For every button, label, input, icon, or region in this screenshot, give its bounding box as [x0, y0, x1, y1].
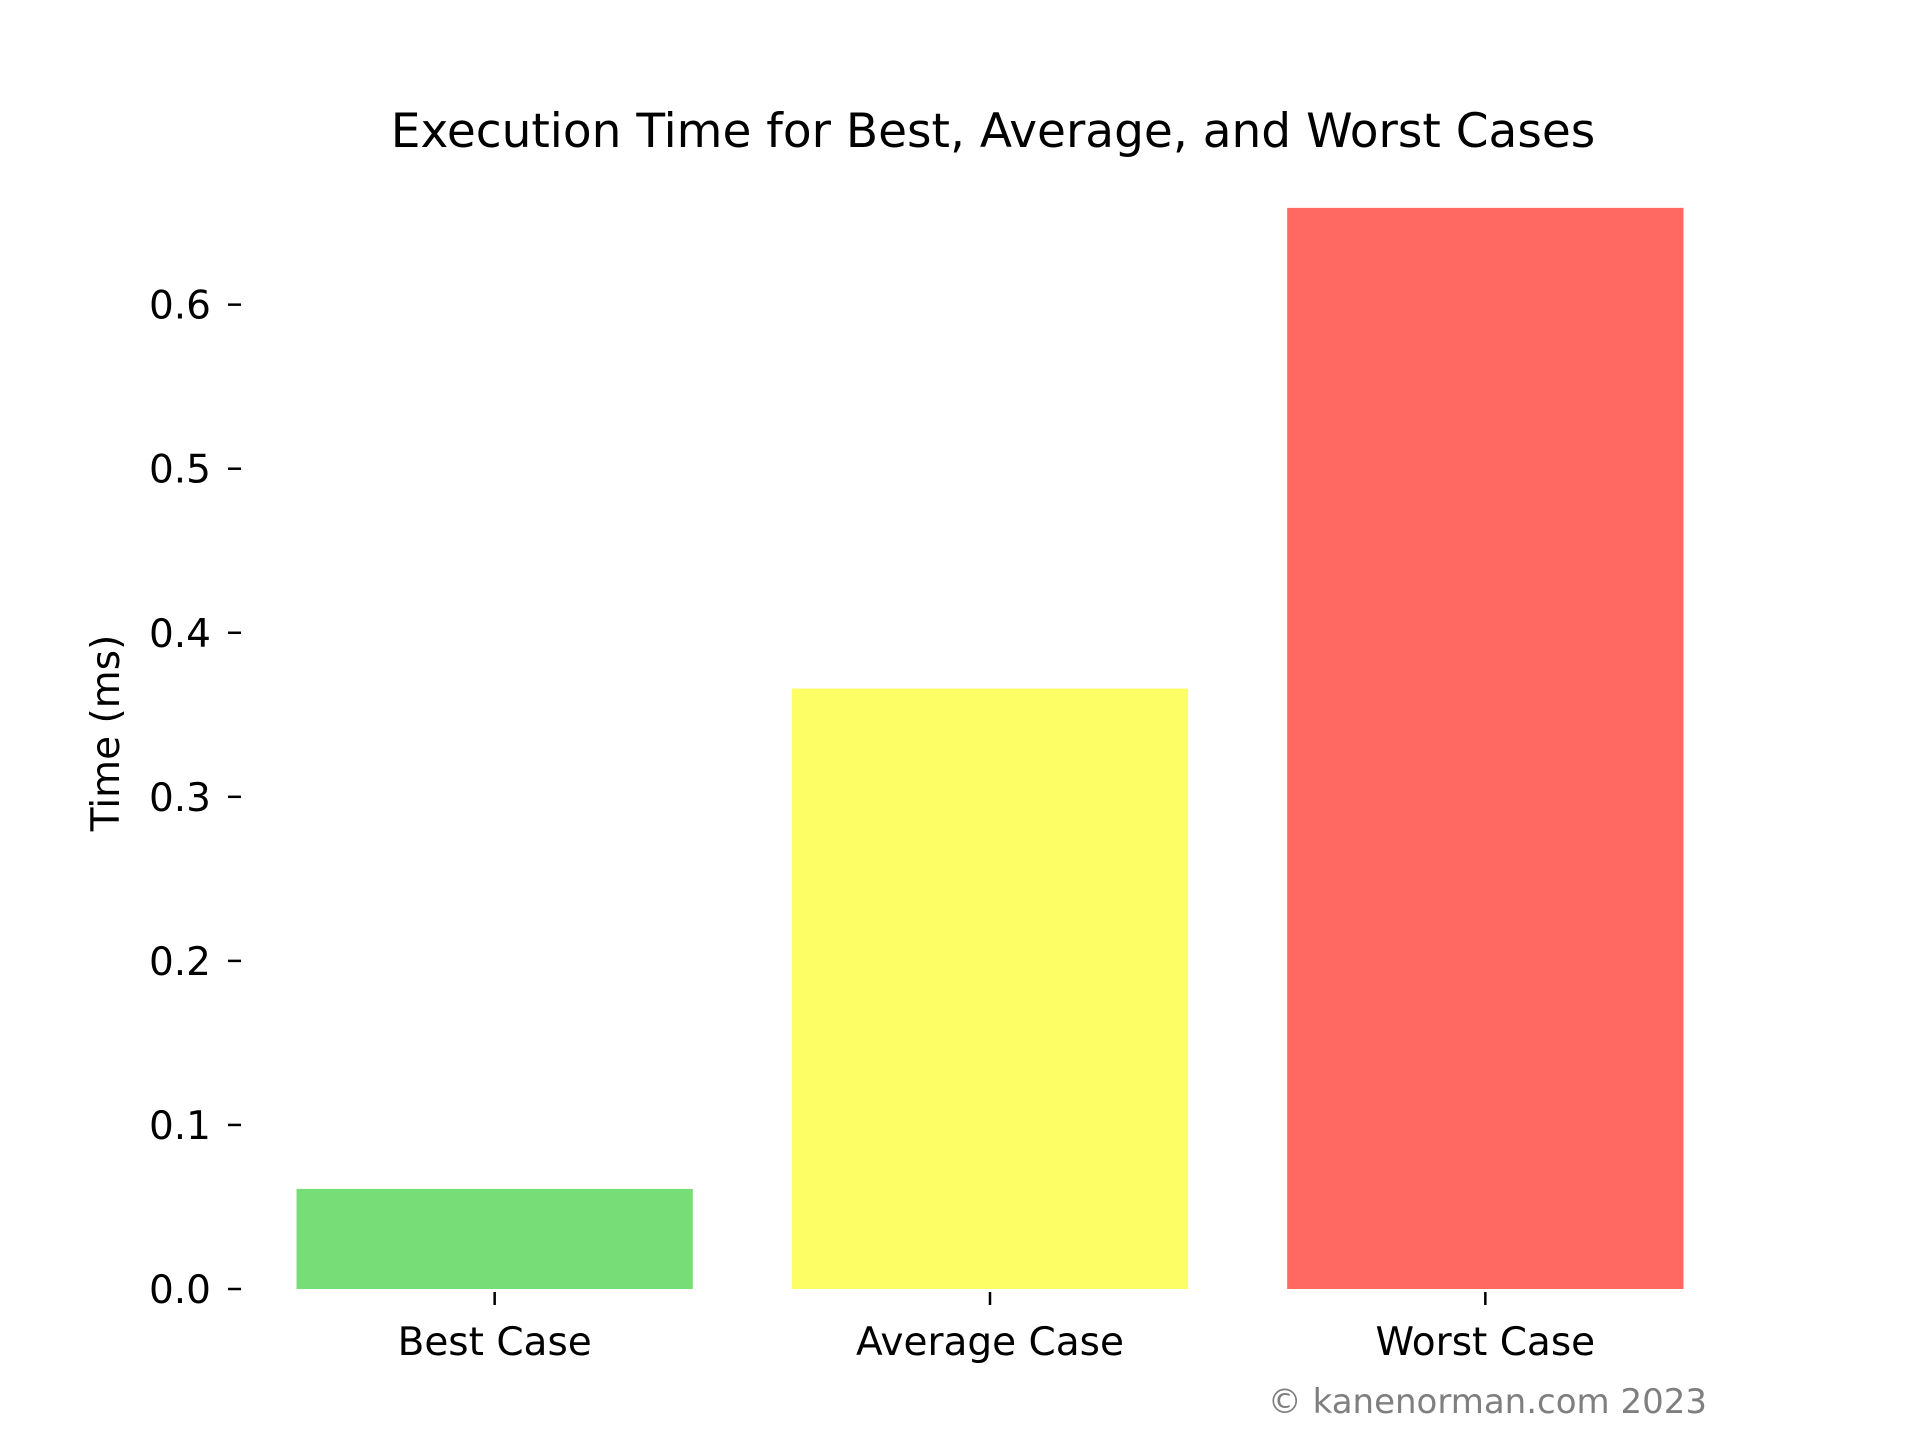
x-tick-label: Worst Case [1376, 1320, 1596, 1365]
bars [296, 207, 1684, 1290]
chart-title: Execution Time for Best, Average, and Wo… [391, 104, 1595, 159]
y-tick-label: 0.6 [149, 284, 211, 329]
y-axis-label: Time (ms) [84, 635, 129, 833]
y-tick-label: 0.3 [149, 776, 211, 821]
bar-worst-case [1287, 207, 1684, 1290]
x-axis-ticks: Best Case Average Case Worst Case [398, 1292, 1596, 1365]
y-tick-label: 0.0 [149, 1268, 211, 1313]
y-tick-label: 0.1 [149, 1104, 211, 1149]
x-tick-label: Average Case [856, 1320, 1124, 1365]
bar-average-case [791, 688, 1189, 1289]
y-tick-label: 0.2 [149, 940, 211, 985]
y-axis-ticks: 0.0 0.1 0.2 0.3 0.4 0.5 0.6 [149, 284, 241, 1313]
copyright-text: © kanenorman.com 2023 [1268, 1382, 1707, 1422]
y-tick-label: 0.5 [149, 448, 211, 493]
x-tick-label: Best Case [398, 1320, 592, 1365]
bar-best-case [296, 1188, 693, 1289]
y-tick-label: 0.4 [149, 612, 211, 657]
